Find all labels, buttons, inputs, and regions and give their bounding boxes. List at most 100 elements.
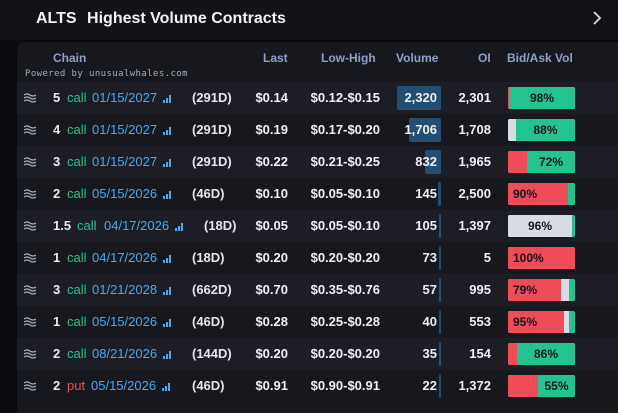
volume-value: 40 xyxy=(422,314,437,329)
expiry-date-link[interactable]: 05/15/2026 xyxy=(92,314,158,329)
bid-ask-segment-mid xyxy=(508,119,516,141)
volume-value: 73 xyxy=(422,250,437,265)
bid-ask-segment-ask xyxy=(569,279,575,301)
table-row[interactable]: 2 call 08/21/2026 (144D) $0.20 $0.20-$0.20 35 1… xyxy=(17,338,618,370)
contract-quantity: 2 xyxy=(53,346,61,361)
bid-ask-segment-bid xyxy=(508,311,564,333)
bar-chart-icon[interactable] xyxy=(163,338,172,370)
volume-value: 2,320 xyxy=(404,90,437,105)
table-row[interactable]: 3 call 01/15/2027 (291D) $0.22 $0.21-$0.25 832… xyxy=(17,146,618,178)
panel-title: ALTS Highest Volume Contracts xyxy=(36,10,286,28)
bid-ask-segment-bid xyxy=(508,151,527,173)
open-interest: 553 xyxy=(469,314,491,329)
bid-ask-segment-mid xyxy=(564,311,569,333)
expiry-date-link[interactable]: 08/21/2026 xyxy=(92,346,158,361)
last-price: $0.19 xyxy=(255,122,288,137)
chevron-right-icon[interactable] xyxy=(590,9,604,27)
open-interest: 1,372 xyxy=(458,378,491,393)
open-interest: 1,397 xyxy=(458,218,491,233)
volume-bar xyxy=(439,342,441,366)
ticker-symbol: ALTS xyxy=(36,10,77,27)
expiry-date-link[interactable]: 04/17/2026 xyxy=(92,250,158,265)
column-header-low-high[interactable]: Low-High xyxy=(321,51,376,65)
expiry-date-link[interactable]: 01/21/2028 xyxy=(92,282,158,297)
bid-ask-segment-bid xyxy=(508,279,561,301)
bid-ask-volume-bar: 95% xyxy=(508,311,575,333)
bid-ask-percentage: 100% xyxy=(513,251,544,265)
volume-bar xyxy=(397,86,441,110)
waves-icon xyxy=(24,274,38,306)
expiry-date-link[interactable]: 05/15/2026 xyxy=(91,378,157,393)
bar-chart-icon[interactable] xyxy=(163,114,172,146)
table-row[interactable]: 3 call 01/21/2028 (662D) $0.70 $0.35-$0.76 57 9… xyxy=(17,274,618,306)
table-row[interactable]: 2 call 05/15/2026 (46D) $0.10 $0.05-$0.10 145 2… xyxy=(17,178,618,210)
column-header-volume[interactable]: Volume xyxy=(396,51,439,65)
waves-icon xyxy=(24,82,38,114)
table-row[interactable]: 1 call 05/15/2026 (46D) $0.28 $0.25-$0.28 40 55… xyxy=(17,306,618,338)
bar-chart-icon[interactable] xyxy=(163,178,172,210)
bar-chart-icon[interactable] xyxy=(163,306,172,338)
table-row[interactable]: 1.5 call 04/17/2026 (18D) $0.05 $0.05-$0.10 10… xyxy=(17,210,618,242)
low-high-range: $0.17-$0.20 xyxy=(310,122,380,137)
option-side: call xyxy=(67,314,87,329)
option-side: call xyxy=(67,282,87,297)
days-to-expiry: (18D) xyxy=(192,250,225,265)
days-to-expiry: (144D) xyxy=(192,346,232,361)
column-header-oi[interactable]: OI xyxy=(478,51,491,65)
bar-chart-icon[interactable] xyxy=(163,82,172,114)
bid-ask-segment-ask xyxy=(509,87,575,109)
table-row[interactable]: 5 call 01/15/2027 (291D) $0.14 $0.12-$0.15 2,3… xyxy=(17,82,618,114)
expiry-date-link[interactable]: 05/15/2026 xyxy=(92,186,158,201)
days-to-expiry: (291D) xyxy=(192,154,232,169)
expiry-date-link[interactable]: 01/15/2027 xyxy=(92,122,158,137)
column-header-bid-ask-vol[interactable]: Bid/Ask Vol xyxy=(507,51,573,65)
bid-ask-segment-mid xyxy=(561,279,569,301)
option-side: put xyxy=(67,378,86,393)
bid-ask-percentage: 96% xyxy=(527,219,553,233)
days-to-expiry: (46D) xyxy=(192,186,225,201)
last-price: $0.28 xyxy=(255,314,288,329)
expiry-date-link[interactable]: 01/15/2027 xyxy=(92,90,158,105)
panel-title-text: Highest Volume Contracts xyxy=(87,10,286,27)
table-row[interactable]: 4 call 01/15/2027 (291D) $0.19 $0.17-$0.20 1,7… xyxy=(17,114,618,146)
contract-quantity: 1.5 xyxy=(53,218,72,233)
low-high-range: $0.12-$0.15 xyxy=(310,90,380,105)
expiry-date-link[interactable]: 04/17/2026 xyxy=(104,218,170,233)
table-row[interactable]: 2 put 05/15/2026 (46D) $0.91 $0.90-$0.91 22 1,3… xyxy=(17,370,618,402)
low-high-range: $0.05-$0.10 xyxy=(310,186,380,201)
bid-ask-percentage: 98% xyxy=(529,91,555,105)
bid-ask-segment-bid xyxy=(508,343,517,365)
contract-quantity: 1 xyxy=(53,250,61,265)
volume-bar xyxy=(425,150,441,174)
table-row[interactable]: 1 call 04/17/2026 (18D) $0.20 $0.20-$0.20 73 5 1… xyxy=(17,242,618,274)
bar-chart-icon[interactable] xyxy=(163,146,172,178)
volume-bar xyxy=(439,278,441,302)
bid-ask-segment-ask xyxy=(572,215,575,237)
volume-value: 832 xyxy=(415,154,437,169)
bar-chart-icon[interactable] xyxy=(163,274,172,306)
column-header-last[interactable]: Last xyxy=(263,51,288,65)
days-to-expiry: (46D) xyxy=(192,314,225,329)
bid-ask-volume-bar: 55% xyxy=(508,375,575,397)
bid-ask-segment-ask xyxy=(527,151,575,173)
bar-chart-icon[interactable] xyxy=(162,370,171,402)
bid-ask-volume-bar: 88% xyxy=(508,119,575,141)
volume-value: 145 xyxy=(415,186,437,201)
expiry-date-link[interactable]: 01/15/2027 xyxy=(92,154,158,169)
bid-ask-segment-bid xyxy=(508,247,575,269)
option-side: call xyxy=(77,218,97,233)
bid-ask-percentage: 90% xyxy=(513,187,538,201)
low-high-range: $0.25-$0.28 xyxy=(310,314,380,329)
option-side: call xyxy=(67,346,87,361)
bid-ask-segment-ask xyxy=(517,343,575,365)
column-header-chain[interactable]: Chain xyxy=(53,51,87,65)
open-interest: 2,301 xyxy=(458,90,491,105)
bar-chart-icon[interactable] xyxy=(175,210,184,242)
bar-chart-icon[interactable] xyxy=(163,242,172,274)
contract-quantity: 2 xyxy=(53,186,61,201)
last-price: $0.10 xyxy=(255,186,288,201)
low-high-range: $0.90-$0.91 xyxy=(310,378,380,393)
volume-value: 35 xyxy=(422,346,437,361)
contracts-table: Chain Last Low-High Volume OI Bid/Ask Vo… xyxy=(17,42,618,413)
bid-ask-percentage: 86% xyxy=(533,347,559,361)
